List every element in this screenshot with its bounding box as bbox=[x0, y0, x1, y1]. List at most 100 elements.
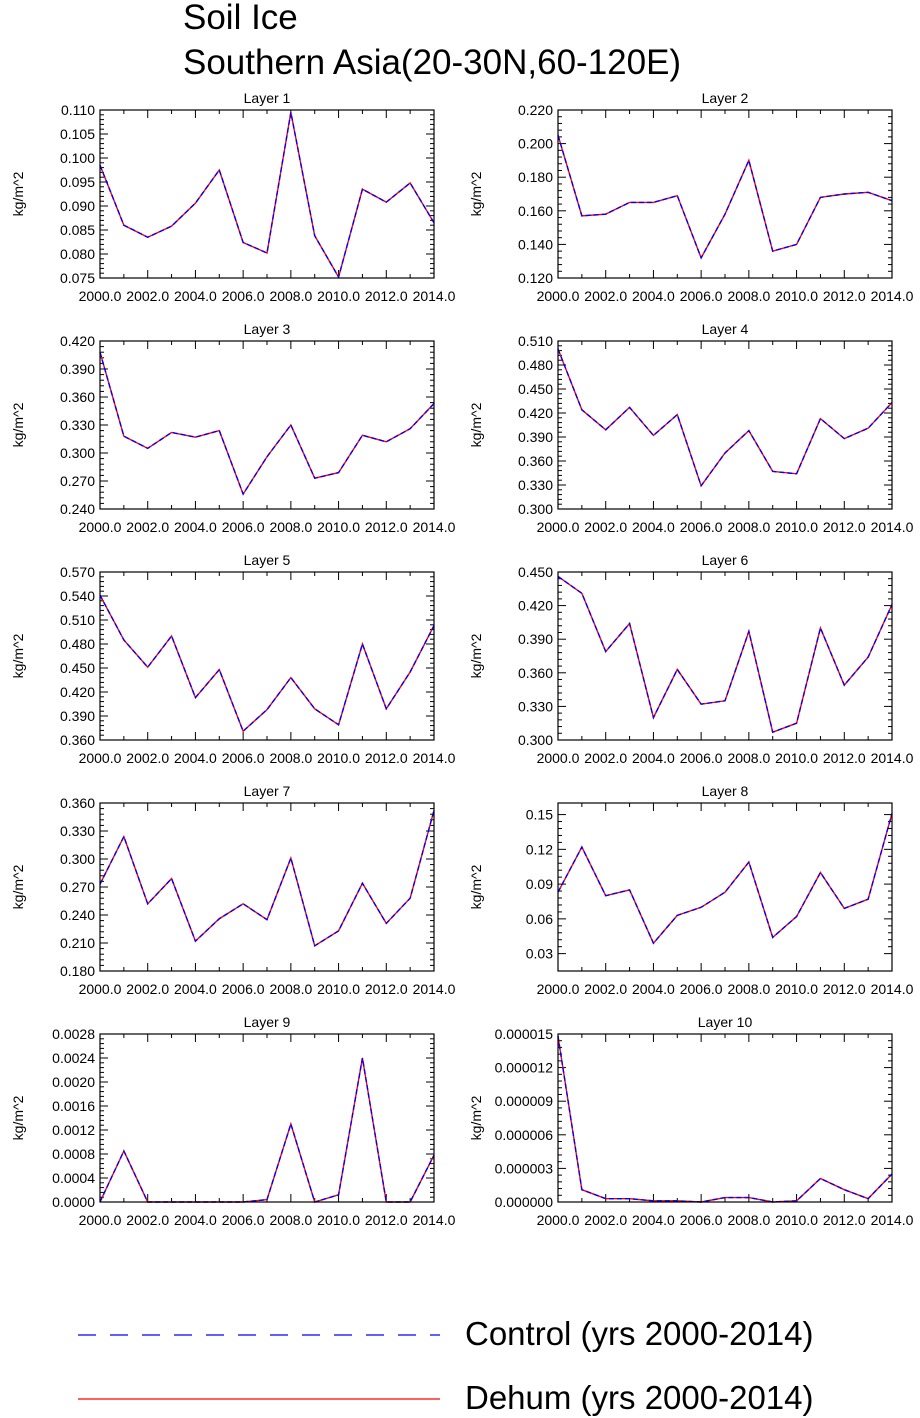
y-tick-label: 0.0016 bbox=[52, 1098, 95, 1114]
y-tick-label: 0.390 bbox=[60, 361, 95, 377]
series-control-line bbox=[557, 1036, 893, 1203]
series-control-line bbox=[99, 352, 435, 496]
x-tick-label: 2010.0 bbox=[775, 750, 818, 766]
y-tick-label: 0.000003 bbox=[495, 1160, 554, 1176]
x-tick-label: 2008.0 bbox=[727, 981, 770, 997]
x-tick-label: 2002.0 bbox=[584, 288, 627, 304]
series-control-line bbox=[557, 813, 893, 945]
x-tick-label: 2000.0 bbox=[537, 981, 580, 997]
y-tick-label: 0.06 bbox=[526, 911, 553, 927]
x-tick-label: 2014.0 bbox=[413, 1212, 456, 1228]
y-tick-label: 0.15 bbox=[526, 807, 553, 823]
x-tick-label: 2000.0 bbox=[537, 288, 580, 304]
x-tick-label: 2012.0 bbox=[365, 750, 408, 766]
x-tick-label: 2008.0 bbox=[269, 981, 312, 997]
y-tick-label: 0.510 bbox=[518, 333, 553, 349]
x-tick-label: 2014.0 bbox=[871, 288, 914, 304]
x-tick-label: 2002.0 bbox=[126, 519, 169, 535]
y-tick-label: 0.270 bbox=[60, 879, 95, 895]
x-tick-label: 2002.0 bbox=[584, 1212, 627, 1228]
y-tick-label: 0.180 bbox=[518, 169, 553, 185]
x-tick-label: 2010.0 bbox=[317, 288, 360, 304]
x-tick-label: 2006.0 bbox=[680, 1212, 723, 1228]
y-tick-label: 0.100 bbox=[60, 150, 95, 166]
panel-layer-3: Layer 3 kg/m^2 0.240 0.270 0.300 0.330 0.360 0.… bbox=[10, 321, 456, 535]
x-tick-label: 2010.0 bbox=[775, 981, 818, 997]
y-tick-label: 0.330 bbox=[518, 477, 553, 493]
series-dehum-line bbox=[99, 810, 435, 947]
x-tick-label: 2008.0 bbox=[269, 519, 312, 535]
y-tick-label: 0.300 bbox=[518, 501, 553, 517]
y-tick-label: 0.0020 bbox=[52, 1074, 95, 1090]
y-tick-label: 0.085 bbox=[60, 222, 95, 238]
plot-frame bbox=[99, 340, 435, 510]
x-tick-label: 2010.0 bbox=[317, 1212, 360, 1228]
plot-frame bbox=[557, 571, 893, 741]
x-tick-label: 2012.0 bbox=[365, 519, 408, 535]
y-tick-label: 0.0028 bbox=[52, 1026, 95, 1042]
x-tick-label: 2002.0 bbox=[584, 981, 627, 997]
panel-title: Layer 10 bbox=[698, 1014, 753, 1030]
x-tick-label: 2000.0 bbox=[79, 981, 122, 997]
x-tick-label: 2010.0 bbox=[317, 981, 360, 997]
x-tick-label: 2012.0 bbox=[365, 981, 408, 997]
y-tick-label: 0.200 bbox=[518, 136, 553, 152]
x-tick-label: 2004.0 bbox=[174, 750, 217, 766]
x-tick-label: 2008.0 bbox=[727, 288, 770, 304]
x-tick-label: 2010.0 bbox=[317, 750, 360, 766]
x-tick-label: 2004.0 bbox=[174, 288, 217, 304]
x-tick-label: 2004.0 bbox=[174, 1212, 217, 1228]
x-tick-label: 2010.0 bbox=[775, 288, 818, 304]
x-tick-label: 2008.0 bbox=[727, 750, 770, 766]
y-tick-label: 0.000015 bbox=[495, 1026, 554, 1042]
y-tick-label: 0.095 bbox=[60, 174, 95, 190]
x-tick-label: 2000.0 bbox=[79, 750, 122, 766]
y-tick-label: 0.420 bbox=[60, 684, 95, 700]
y-tick-label: 0.570 bbox=[60, 564, 95, 580]
y-axis-label: kg/m^2 bbox=[468, 864, 484, 909]
series-dehum-line bbox=[557, 575, 893, 734]
y-tick-label: 0.240 bbox=[60, 907, 95, 923]
y-tick-label: 0.075 bbox=[60, 270, 95, 286]
series-control-line bbox=[99, 112, 435, 279]
x-tick-label: 2010.0 bbox=[775, 519, 818, 535]
y-tick-label: 0.420 bbox=[518, 598, 553, 614]
y-tick-label: 0.330 bbox=[518, 698, 553, 714]
y-tick-label: 0.300 bbox=[518, 732, 553, 748]
y-tick-label: 0.0024 bbox=[52, 1050, 95, 1066]
y-tick-label: 0.390 bbox=[518, 429, 553, 445]
plot-frame bbox=[557, 109, 893, 279]
y-tick-label: 0.220 bbox=[518, 102, 553, 118]
plot-frame bbox=[99, 571, 435, 741]
legend-dehum-label: Dehum (yrs 2000-2014) bbox=[465, 1379, 814, 1416]
series-dehum-line bbox=[99, 352, 435, 496]
main-title-line2: Southern Asia(20-30N,60-120E) bbox=[183, 43, 681, 82]
y-tick-label: 0.180 bbox=[60, 963, 95, 979]
y-tick-label: 0.0000 bbox=[52, 1194, 95, 1210]
x-tick-label: 2012.0 bbox=[823, 288, 866, 304]
panel-title: Layer 1 bbox=[244, 90, 291, 106]
main-title-line1: Soil Ice bbox=[183, 0, 298, 37]
x-tick-label: 2008.0 bbox=[269, 1212, 312, 1228]
x-tick-label: 2006.0 bbox=[222, 288, 265, 304]
x-tick-label: 2004.0 bbox=[632, 1212, 675, 1228]
series-dehum-line bbox=[99, 112, 435, 279]
y-tick-label: 0.000006 bbox=[495, 1127, 554, 1143]
y-tick-label: 0.450 bbox=[518, 564, 553, 580]
x-tick-label: 2000.0 bbox=[79, 288, 122, 304]
panel-layer-2: Layer 2 kg/m^2 0.120 0.140 0.160 0.180 0.200 0.… bbox=[468, 90, 914, 304]
x-tick-label: 2000.0 bbox=[537, 1212, 580, 1228]
y-tick-label: 0.12 bbox=[526, 841, 553, 857]
y-tick-label: 0.080 bbox=[60, 246, 95, 262]
panel-layer-7: Layer 7 kg/m^2 0.180 0.210 0.240 0.270 0.300 0.… bbox=[10, 783, 456, 997]
y-tick-label: 0.270 bbox=[60, 473, 95, 489]
series-control-line bbox=[557, 348, 893, 488]
x-tick-label: 2008.0 bbox=[727, 1212, 770, 1228]
x-tick-label: 2006.0 bbox=[222, 519, 265, 535]
x-tick-label: 2008.0 bbox=[269, 750, 312, 766]
x-tick-label: 2012.0 bbox=[823, 519, 866, 535]
x-tick-label: 2004.0 bbox=[174, 519, 217, 535]
y-tick-label: 0.330 bbox=[60, 417, 95, 433]
x-tick-label: 2006.0 bbox=[222, 750, 265, 766]
